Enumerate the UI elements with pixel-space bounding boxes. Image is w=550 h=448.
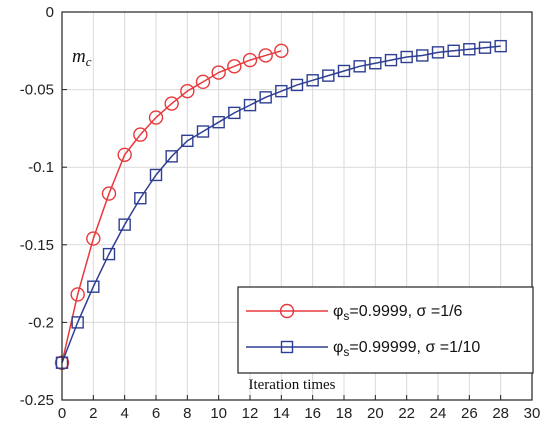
legend-entry-2: φs=0.99999, σ =1/10: [246, 339, 480, 359]
series-2-point: [165, 150, 178, 163]
series-2: [55, 39, 507, 369]
series-2-point: [134, 192, 147, 205]
y-tick-label: -0.1: [28, 159, 54, 176]
series-2-point: [275, 84, 288, 98]
y-tick-label: -0.25: [20, 392, 54, 409]
series-1-point: [195, 74, 211, 90]
series-1-point: [274, 43, 289, 58]
legend-label-2: φs=0.99999, σ =1/10: [333, 339, 480, 359]
series-layer: [54, 39, 507, 370]
series-1-point: [258, 48, 273, 63]
series-2-point: [149, 168, 163, 182]
x-tick-label: 14: [273, 405, 290, 422]
x-tick-label: 26: [461, 405, 478, 422]
series-2-point: [322, 69, 335, 82]
y-tick-label: -0.05: [20, 82, 54, 99]
series-2-point: [196, 125, 210, 138]
series-2-point: [87, 280, 100, 293]
series-2-point: [259, 91, 272, 104]
y-tick-labels: 0 -0.05 -0.1 -0.15 -0.2 -0.25: [20, 4, 54, 409]
series-2-point: [353, 60, 366, 73]
legend-box: [237, 286, 534, 374]
x-tick-label: 4: [120, 405, 128, 422]
series-2-point: [181, 134, 194, 148]
x-tick-labels: 0 2 4 6 8 10 12 14 16 18 20 22 24 26 28 30: [58, 405, 541, 422]
series-2-point: [306, 74, 319, 87]
series-1-point: [242, 52, 258, 68]
series-2-point: [384, 53, 398, 67]
series-1-point: [86, 231, 101, 246]
series-1-point: [101, 186, 117, 201]
series-2-point: [118, 218, 131, 231]
x-tick-label: 8: [183, 405, 191, 422]
legend-marker-circle: [279, 303, 295, 319]
series-2-point: [416, 49, 429, 62]
y-tick-label: -0.15: [20, 237, 54, 254]
series-1: [54, 43, 289, 370]
series-1-line: [61, 50, 282, 363]
y-tick-label: 0: [46, 4, 54, 21]
series-2-point: [102, 247, 116, 261]
x-tick-label: 20: [367, 405, 384, 422]
x-tick-label: 2: [89, 405, 97, 422]
x-tick-label: 10: [210, 405, 227, 422]
series-1-point: [70, 287, 85, 302]
series-2-point: [290, 78, 304, 92]
series-1-point: [117, 147, 132, 162]
x-axis-label: Iteration times: [248, 377, 335, 393]
legend-marker-square: [280, 340, 294, 354]
legend: φs=0.9999, σ =1/6 φs=0.99999, σ =1/10: [237, 286, 534, 374]
y-tick-label: -0.2: [28, 314, 54, 331]
series-2-point: [400, 50, 413, 64]
series-2-point: [494, 39, 507, 53]
y-axis-label: mc: [72, 46, 92, 69]
series-2-point: [212, 115, 225, 129]
series-1-point: [133, 127, 148, 142]
series-2-point: [431, 46, 445, 59]
x-tick-label: 6: [152, 405, 160, 422]
x-tick-label: 24: [430, 405, 447, 422]
legend-entry-1: φs=0.9999, σ =1/6: [246, 303, 463, 323]
series-1-point: [227, 59, 242, 74]
series-2-point: [447, 44, 460, 57]
series-1-point: [164, 96, 179, 111]
series-1-point: [148, 110, 164, 125]
series-2-point: [478, 41, 492, 54]
x-tick-label: 0: [58, 405, 66, 422]
series-1-point: [180, 83, 195, 99]
x-tick-label: 16: [304, 405, 321, 422]
series-2-point: [337, 64, 351, 78]
legend-label-1: φs=0.9999, σ =1/6: [333, 303, 463, 323]
series-1-point: [211, 65, 226, 80]
x-tick-label: 22: [398, 405, 415, 422]
series-2-point: [369, 57, 382, 70]
series-2-point: [71, 316, 84, 329]
series-2-point: [243, 98, 257, 112]
x-tick-label: 18: [336, 405, 353, 422]
x-tick-label: 30: [524, 405, 541, 422]
plot-frame: [61, 11, 533, 401]
x-tick-label: 12: [242, 405, 259, 422]
series-2-point: [463, 43, 476, 56]
x-tick-label: 28: [492, 405, 509, 422]
series-2-point: [228, 106, 241, 120]
